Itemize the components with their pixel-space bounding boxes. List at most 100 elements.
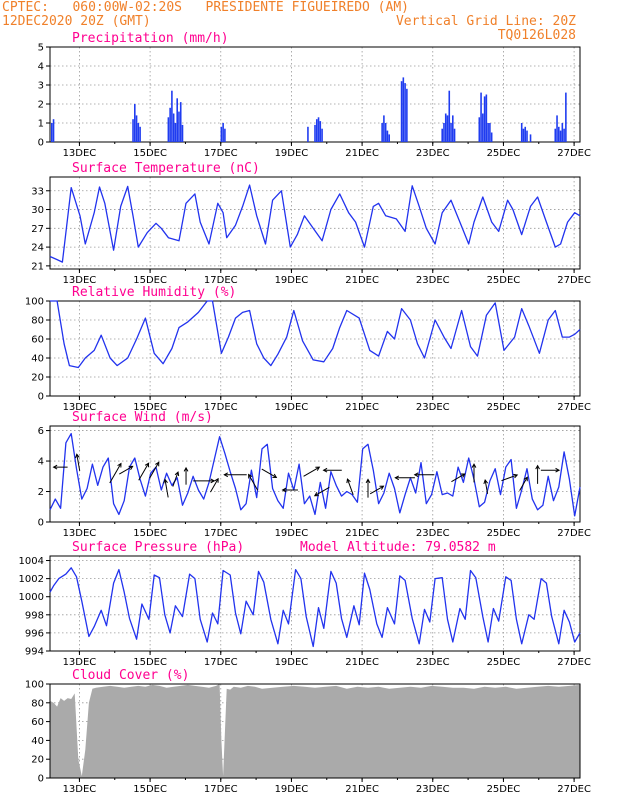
precip-xtick-label-4: 21DEC	[345, 148, 379, 159]
precip-bar-50	[520, 123, 523, 142]
cloud-ytick-label-2: 40	[31, 736, 44, 747]
precip-bar-32	[404, 83, 406, 142]
wind-arrow-19	[365, 478, 371, 498]
wind-arrow-head	[223, 472, 229, 478]
wind-arrow-shaft	[303, 466, 320, 477]
cloud-xtick-label-0: 13DEC	[63, 784, 97, 795]
cloud-xtick-label-6: 25DEC	[487, 784, 521, 795]
precip-bar-3	[134, 104, 136, 142]
wind-arrow-26	[501, 473, 519, 482]
pressure-panel: 994 996 998 1000 1002 1004 13DEC 15DEC 17DEC 19DE…	[19, 540, 591, 668]
pressure-ytick-label-1: 996	[25, 628, 44, 639]
wind-arrow-shaft	[369, 485, 384, 495]
wind-arrow-head	[379, 485, 385, 490]
cloud-xtick-label-7: 27DEC	[557, 784, 591, 795]
rh-xtick-label-5: 23DEC	[416, 402, 450, 413]
wind-arrow-13	[261, 468, 278, 478]
precip-bar-38	[448, 90, 451, 142]
wind-arrow-shaft	[451, 473, 466, 483]
wind-xtick-label-3: 19DEC	[275, 528, 309, 539]
pressure-xtick-label-0: 13DEC	[63, 657, 97, 668]
rh-ytick-label-2: 40	[31, 354, 44, 365]
precip-bar-22	[317, 117, 320, 142]
wind-arrow-head	[174, 471, 180, 477]
wind-xtick-label-7: 27DEC	[557, 528, 591, 539]
wind-arrow-12	[248, 473, 259, 491]
precip-bar-36	[444, 113, 447, 142]
wind-arrow-head	[313, 492, 319, 497]
wind-arrow-17	[322, 467, 342, 473]
header-date: 12DEC2020 20Z (GMT)	[2, 14, 151, 29]
precip-ytick-label-4: 4	[38, 62, 44, 73]
precip-bar-26	[383, 115, 385, 142]
cloud-ytick-label-0: 0	[38, 774, 44, 785]
precip-bar-57	[558, 126, 560, 142]
precip-bar-14	[179, 102, 182, 142]
precip-xtick-label-6: 25DEC	[487, 148, 521, 159]
cloud-xtick-label-3: 19DEC	[275, 784, 309, 795]
pressure-xtick-label-5: 23DEC	[416, 657, 450, 668]
wind-arrow-shaft	[109, 463, 122, 484]
cloud-xtick-label-4: 21DEC	[345, 784, 379, 795]
precip-bar-41	[453, 128, 456, 142]
wind-xtick-label-0: 13DEC	[63, 528, 97, 539]
pressure-ytick-label-5: 1004	[19, 556, 44, 567]
wind-arrow-shaft	[149, 462, 160, 479]
precip-bar-52	[524, 126, 527, 142]
precip-bar-2	[132, 119, 134, 142]
precip-bar-60	[563, 128, 565, 142]
precip-bar-21	[315, 119, 318, 142]
wind-arrow-shaft	[210, 478, 219, 493]
precip-xtick-label-0: 13DEC	[63, 148, 97, 159]
precip-bar-6	[139, 126, 141, 142]
precip-xtick-label-5: 23DEC	[416, 148, 450, 159]
pressure-xtick-label-6: 25DEC	[487, 657, 521, 668]
wind-arrow-head	[128, 465, 134, 471]
wind-arrow-10	[210, 477, 219, 493]
wind-ytick-label-0: 0	[38, 518, 44, 529]
wind-arrow-head	[365, 478, 371, 484]
temp-xtick-label-5: 23DEC	[416, 275, 450, 286]
pressure-frame	[49, 555, 581, 652]
temp-ytick-label-2: 27	[31, 224, 44, 235]
pressure-annotation: Model Altitude: 79.0582 m	[300, 540, 496, 555]
rh-xtick-label-2: 17DEC	[204, 402, 238, 413]
wind-arrow-head	[281, 487, 287, 493]
temp-panel: 21 24 27 30 33 13DEC 15DEC 17DEC 19DEC 21DEC 23DEC…	[31, 161, 591, 286]
wind-xtick-label-5: 23DEC	[416, 528, 450, 539]
wind-arrow-22	[413, 472, 435, 478]
precip-bar-12	[176, 98, 178, 142]
temp-xtick-label-4: 21DEC	[345, 275, 379, 286]
precip-bar-29	[388, 134, 390, 142]
precip-bar-5	[137, 123, 140, 142]
rh-panel: 0 20 40 60 80 100 13DEC 15DEC 17DEC 19DEC 21DEC 23D…	[25, 285, 591, 413]
wind-arrow-25	[483, 479, 489, 494]
cloud-ytick-label-4: 80	[31, 698, 44, 709]
precip-bar-40	[452, 115, 454, 142]
precip-ytick-label-1: 1	[38, 119, 44, 130]
wind-xtick-label-1: 15DEC	[133, 528, 167, 539]
precip-bar-45	[483, 96, 486, 142]
wind-arrow-head	[214, 477, 219, 483]
wind-arrow-shaft	[314, 486, 330, 497]
precip-bar-10	[172, 113, 175, 142]
precip-bar-8	[169, 107, 171, 142]
precip-bar-34	[441, 128, 443, 142]
precip-bar-33	[406, 88, 408, 142]
precip-bar-53	[526, 130, 528, 142]
wind-arrow-head	[346, 478, 351, 484]
wind-arrow-head	[413, 472, 419, 478]
rh-series-line	[50, 300, 581, 369]
cloud-ytick-label-5: 100	[25, 680, 44, 691]
wind-arrow-shaft	[138, 462, 149, 481]
wind-arrow-shaft	[484, 479, 489, 494]
wind-arrow-20	[369, 485, 385, 495]
precip-bar-17	[222, 123, 224, 142]
temp-xtick-label-6: 25DEC	[487, 275, 521, 286]
rh-ytick-label-5: 100	[25, 297, 44, 308]
temp-ytick-label-1: 24	[31, 243, 44, 254]
pressure-xtick-label-1: 15DEC	[133, 657, 167, 668]
precip-xtick-label-7: 27DEC	[557, 148, 591, 159]
precip-ytick-label-0: 0	[38, 138, 44, 149]
precip-bar-19	[307, 126, 309, 142]
